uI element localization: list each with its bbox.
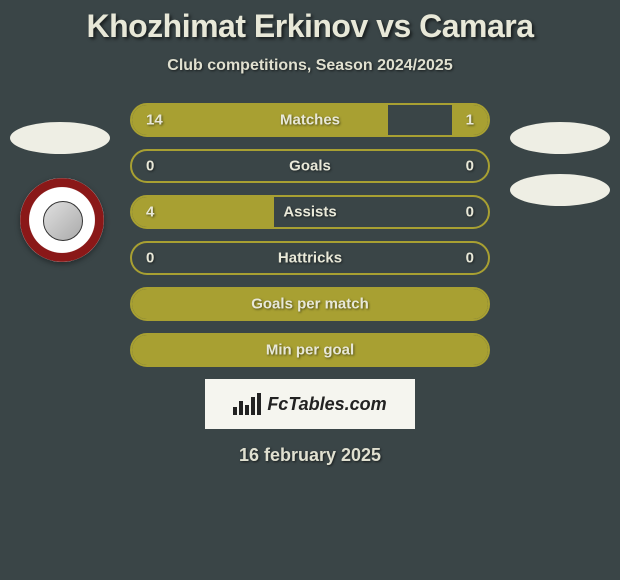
player2-badge-placeholder-2: [510, 174, 610, 206]
bar-icon-segment: [251, 397, 255, 415]
bar-icon-segment: [245, 405, 249, 415]
club-logo-inner: [37, 195, 87, 245]
stat-label: Goals: [289, 158, 331, 175]
comparison-title: Khozhimat Erkinov vs Camara: [0, 8, 620, 45]
stat-value-right: 0: [466, 204, 474, 221]
stat-value-left: 0: [146, 250, 154, 267]
stat-value-right: 1: [466, 112, 474, 129]
bar-icon-segment: [257, 393, 261, 415]
stat-label: Min per goal: [266, 342, 354, 359]
fctables-branding: FcTables.com: [205, 379, 415, 429]
player1-badge-placeholder: [10, 122, 110, 154]
stat-value-left: 14: [146, 112, 163, 129]
stats-container: 14 1 Matches 0 0 Goals 4 0 Assists 0 0 Hattricks Goa…: [130, 103, 490, 367]
subtitle: Club competitions, Season 2024/2025: [0, 57, 620, 75]
date-label: 16 february 2025: [0, 445, 620, 466]
stat-row: 4 0 Assists: [130, 195, 490, 229]
stat-row-label-only: Goals per match: [130, 287, 490, 321]
stat-row-label-only: Min per goal: [130, 333, 490, 367]
stat-label: Assists: [283, 204, 336, 221]
stat-value-right: 0: [466, 250, 474, 267]
stat-row: 0 0 Hattricks: [130, 241, 490, 275]
stat-label: Hattricks: [278, 250, 342, 267]
player2-badge-placeholder-1: [510, 122, 610, 154]
stat-value-left: 4: [146, 204, 154, 221]
stat-value-left: 0: [146, 158, 154, 175]
bar-icon-segment: [239, 401, 243, 415]
fctables-bars-icon: [233, 393, 261, 415]
fctables-text: FcTables.com: [267, 394, 386, 415]
vs-text: vs: [376, 8, 411, 44]
stat-row: 14 1 Matches: [130, 103, 490, 137]
bar-icon-segment: [233, 407, 237, 415]
stat-label: Goals per match: [251, 296, 369, 313]
stat-value-right: 0: [466, 158, 474, 175]
stat-label: Matches: [280, 112, 340, 129]
stat-row: 0 0 Goals: [130, 149, 490, 183]
player1-club-logo: [20, 178, 104, 262]
player1-name: Khozhimat Erkinov: [86, 8, 367, 44]
stat-fill-left: [132, 105, 388, 135]
player2-name: Camara: [419, 8, 533, 44]
